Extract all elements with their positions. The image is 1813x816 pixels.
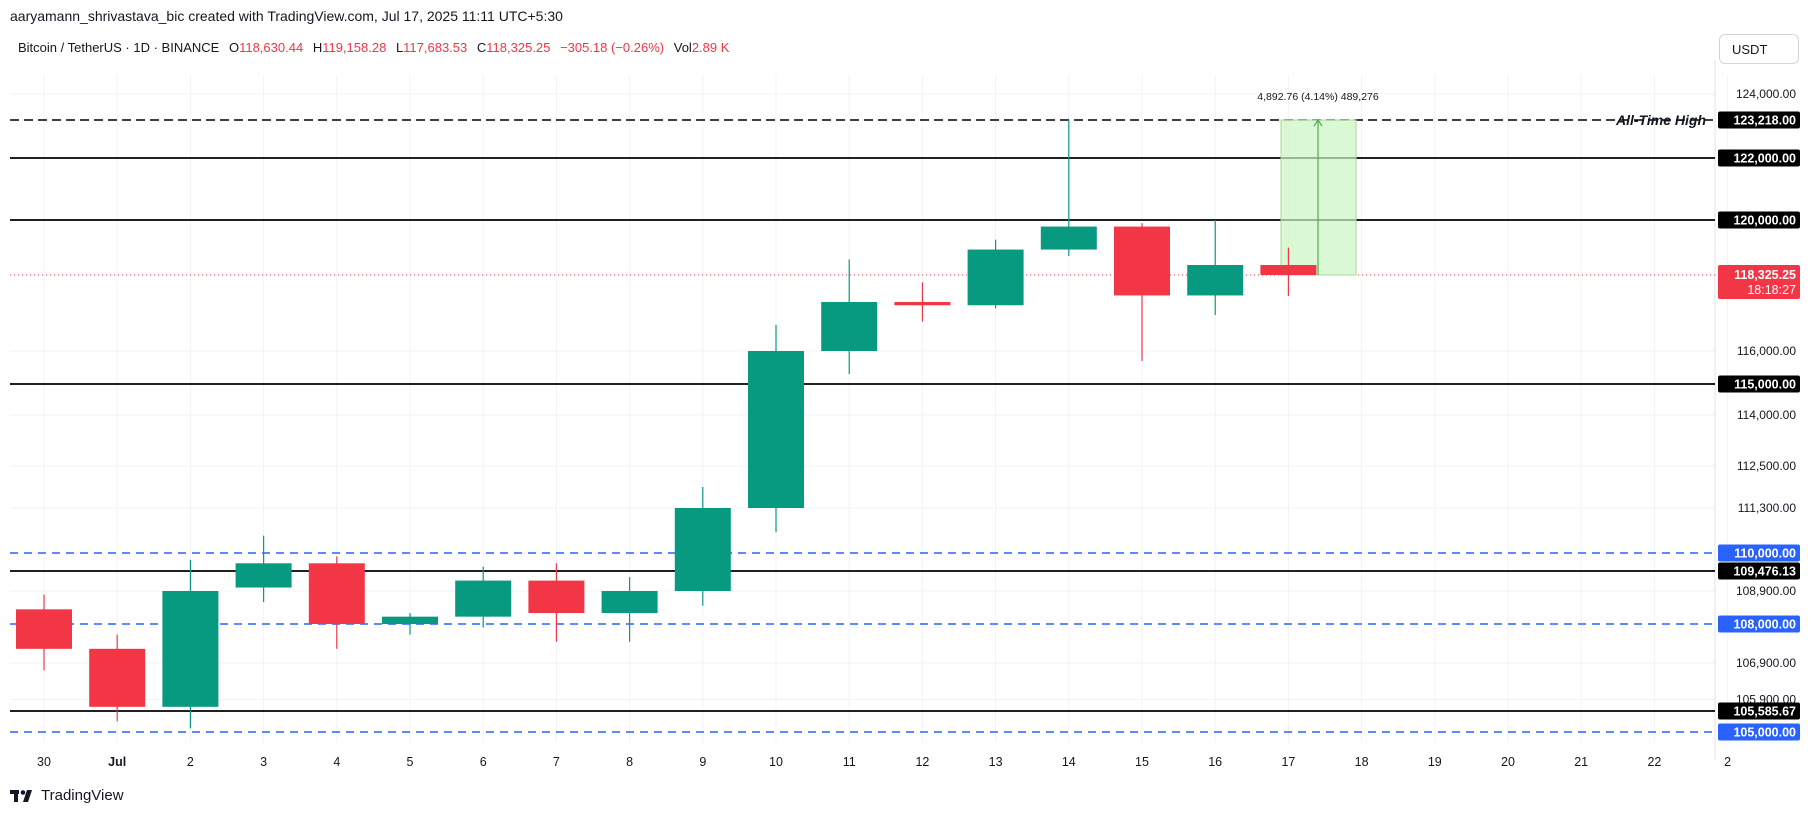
candle-body <box>1040 226 1097 250</box>
currency-button[interactable]: USDT <box>1719 34 1799 64</box>
price-tick-label: 106,900.00 <box>1736 656 1796 670</box>
candle-body <box>162 591 219 707</box>
time-tick-label: 12 <box>915 755 929 769</box>
candle-body <box>16 609 72 649</box>
level-price-tag-text: 122,000.00 <box>1733 152 1796 166</box>
time-tick-label: 11 <box>843 755 856 769</box>
time-tick-label: 16 <box>1208 755 1222 769</box>
time-tick-label: 14 <box>1062 755 1076 769</box>
level-price-tag-text: 123,218.00 <box>1733 114 1796 128</box>
price-tick-label: 124,000.00 <box>1736 87 1796 101</box>
price-tick-label: 111,300.00 <box>1738 501 1797 515</box>
candle-body <box>235 563 292 588</box>
candle-body <box>1187 264 1244 296</box>
level-price-tag-text: 105,585.67 <box>1733 705 1796 719</box>
price-tick-label: 108,900.00 <box>1736 584 1796 598</box>
candle-body <box>528 580 585 613</box>
time-tick-label: 9 <box>699 755 706 769</box>
price-tick-label: 112,500.00 <box>1737 459 1796 473</box>
low-value: 117,683.53 <box>403 40 468 55</box>
time-tick-label: 18 <box>1355 755 1369 769</box>
time-tick-label: 10 <box>769 755 783 769</box>
time-tick-label: 8 <box>626 755 633 769</box>
candle-body <box>748 351 804 508</box>
horizontal-levels: All-Time High <box>10 112 1715 733</box>
level-price-tag <box>1718 702 1800 720</box>
price-tick-label: 116,000.00 <box>1737 344 1796 358</box>
time-tick-label: 15 <box>1135 755 1149 769</box>
time-tick-label: 6 <box>480 755 487 769</box>
volume-value: 2.89 K <box>691 40 730 55</box>
level-price-tag-text: 115,000.00 <box>1734 378 1796 392</box>
time-tick-label: 20 <box>1501 755 1515 769</box>
level-price-tag-text: 110,000.00 <box>1734 547 1796 561</box>
candle-body <box>1114 226 1170 296</box>
candle-body <box>674 508 731 591</box>
time-tick-label: 2 <box>1724 755 1731 769</box>
open-value: 118,630.44 <box>239 40 304 55</box>
high-value: 119,158.28 <box>322 40 387 55</box>
level-price-tag-text: 108,000.00 <box>1733 618 1796 632</box>
price-chart[interactable]: All-Time High 4,892.76 (4.14%) 489,276 1… <box>0 0 1813 780</box>
time-tick-label: 21 <box>1574 755 1588 769</box>
level-price-tag <box>1718 149 1800 167</box>
time-tick-label: 19 <box>1428 755 1442 769</box>
high-label: H <box>312 40 323 55</box>
level-price-tag <box>1718 211 1800 229</box>
time-tick-label: 22 <box>1647 755 1661 769</box>
last-price-tag <box>1718 265 1800 299</box>
level-price-tag-text: 109,476.13 <box>1733 565 1796 579</box>
time-tick-label: 2 <box>187 755 194 769</box>
all-time-high-note: All-Time High <box>1615 112 1706 128</box>
candle-body <box>601 591 658 613</box>
candle-body <box>821 301 878 351</box>
volume-label: Vol <box>673 40 692 55</box>
time-tick-label: 13 <box>989 755 1003 769</box>
candle-body <box>1260 264 1317 276</box>
level-price-tag-text: 120,000.00 <box>1733 214 1796 228</box>
chart-grid <box>10 60 1729 760</box>
time-tick-label: 7 <box>553 755 560 769</box>
time-axis: 30 Jul 2 3 4 5 6 7 8 9 10 11 12 13 14 15 16 17 18 19 20 21 22 2 <box>37 755 1731 769</box>
tradingview-brand[interactable]: TradingView <box>10 787 124 804</box>
candles <box>16 120 1317 729</box>
price-axis: 124,000.00 116,000.00 114,000.00 112,500.00… <box>1718 87 1800 741</box>
measure-label: 4,892.76 (4.14%) 489,276 <box>1257 91 1379 103</box>
level-price-tag <box>1718 111 1800 129</box>
open-label: O <box>228 40 240 55</box>
close-label: C <box>476 40 487 55</box>
level-price-tag <box>1718 375 1800 393</box>
tradingview-logo-icon <box>10 789 32 802</box>
level-price-tag <box>1718 562 1800 580</box>
ohlc-legend: Bitcoin / TetherUS · 1D · BINANCE O118,6… <box>18 40 729 55</box>
price-tick-label: 114,000.00 <box>1737 408 1796 422</box>
candle-body <box>455 580 512 617</box>
time-tick-label: 30 <box>37 755 51 769</box>
candle-body <box>89 648 146 707</box>
price-range-measure: 4,892.76 (4.14%) 489,276 <box>1257 91 1379 276</box>
candle-body <box>894 301 951 306</box>
level-price-tag <box>1718 723 1800 741</box>
time-tick-label: 17 <box>1281 755 1295 769</box>
time-tick-label: 5 <box>407 755 414 769</box>
level-price-tag <box>1718 544 1800 562</box>
level-price-tag-text: 105,000.00 <box>1733 726 1796 740</box>
time-tick-label: 3 <box>260 755 267 769</box>
chart-caption: aaryamann_shrivastava_bic created with T… <box>10 8 563 24</box>
low-label: L <box>395 40 404 55</box>
close-value: 118,325.25 <box>486 40 551 55</box>
change-value: −305.18 (−0.26%) <box>560 40 665 55</box>
bar-countdown: 18:18:27 <box>1747 283 1796 297</box>
brand-label: TradingView <box>41 787 124 804</box>
symbol-label[interactable]: Bitcoin / TetherUS · 1D · BINANCE <box>18 40 220 55</box>
last-price-value: 118,325.25 <box>1734 268 1796 282</box>
level-price-tag <box>1718 615 1800 633</box>
time-tick-label: Jul <box>108 755 126 769</box>
time-tick-label: 4 <box>333 755 340 769</box>
candle-body <box>308 563 365 624</box>
measure-arrow-head-icon <box>1313 118 1323 127</box>
candle-body <box>382 616 438 624</box>
candle-body <box>967 249 1024 306</box>
